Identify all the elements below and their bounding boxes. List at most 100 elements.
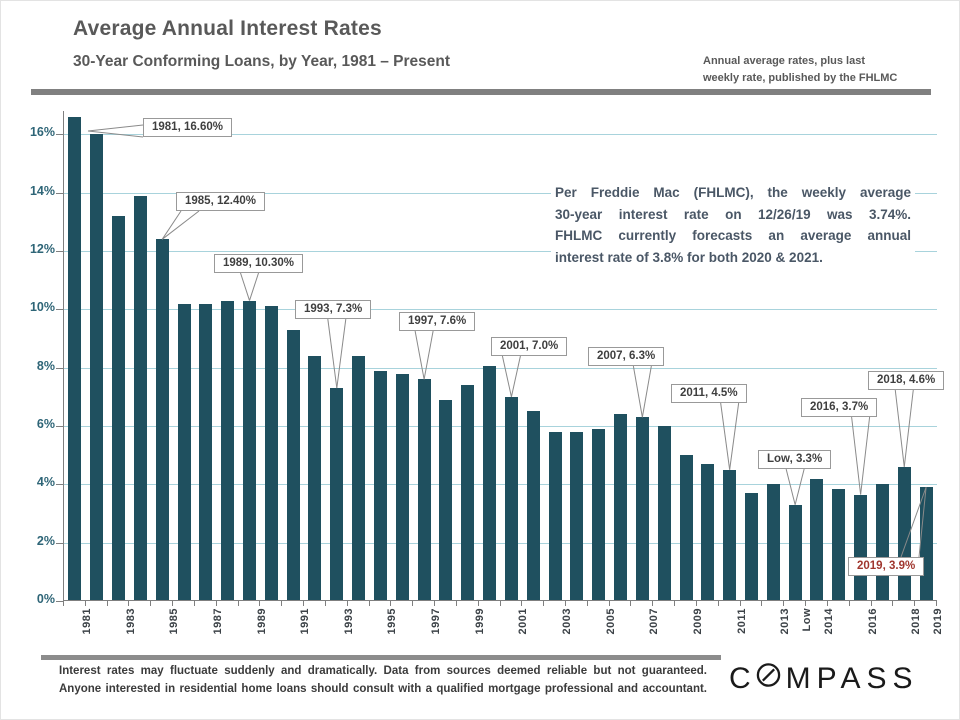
x-axis-tick xyxy=(412,601,414,606)
gridline xyxy=(64,367,937,369)
x-axis-tick xyxy=(390,601,392,606)
x-axis-tick xyxy=(477,601,479,606)
x-axis-tick xyxy=(914,601,916,606)
bar-1991 xyxy=(286,329,300,600)
gridline xyxy=(64,192,937,194)
page-subtitle: 30-Year Conforming Loans, by Year, 1981 … xyxy=(73,53,451,70)
bar-2000 xyxy=(483,366,497,600)
compass-logo-text-mpass: MPASS xyxy=(785,661,919,695)
x-axis-label: 1993 xyxy=(342,608,355,635)
annotation-line: Per Freddie Mac (FHLMC), the weekly aver… xyxy=(555,185,911,200)
x-axis-tick xyxy=(739,601,741,606)
bar-1983 xyxy=(112,216,126,600)
gridline xyxy=(64,484,937,486)
x-axis-tick xyxy=(674,601,676,606)
x-axis-tick xyxy=(630,601,632,606)
annotation-line: interest rate of 3.8% for both 2020 & 20… xyxy=(555,249,823,265)
y-axis-label: 14% xyxy=(29,183,55,198)
gridline xyxy=(64,542,937,544)
header-note-line1: Annual average rates, plus last xyxy=(703,55,866,67)
x-axis-tick xyxy=(215,601,217,606)
bar-2018 xyxy=(897,466,911,600)
x-axis-tick xyxy=(826,601,828,606)
gridline xyxy=(64,309,937,311)
x-axis-tick xyxy=(106,601,108,606)
bar-1989 xyxy=(243,300,256,600)
x-axis-tick xyxy=(695,601,697,606)
x-axis-label: 2007 xyxy=(648,608,661,635)
bar-Low xyxy=(788,504,802,600)
x-axis-label: 2003 xyxy=(561,608,574,635)
bar-1993 xyxy=(330,388,344,600)
x-axis-tick xyxy=(586,601,588,606)
x-axis-label: 2013 xyxy=(779,608,792,635)
x-axis-label: 1999 xyxy=(473,608,486,635)
callout-2019: 2019, 3.9% xyxy=(848,557,925,576)
x-axis-tick xyxy=(368,601,370,606)
y-axis-tick xyxy=(56,251,63,252)
bar-1996 xyxy=(395,373,409,600)
x-axis-tick xyxy=(652,601,654,606)
y-axis-label: 8% xyxy=(36,358,55,373)
x-axis-line xyxy=(63,600,937,601)
header-note: Annual average rates, plus last weekly r… xyxy=(703,53,918,86)
bar-1994 xyxy=(352,356,366,600)
gridline xyxy=(64,134,937,136)
page-title: Average Annual Interest Rates xyxy=(73,17,382,40)
gridline xyxy=(64,251,937,252)
callout-2011: 2011, 4.5% xyxy=(671,384,747,403)
y-axis-tick xyxy=(56,542,63,544)
callout-2018: 2018, 4.6% xyxy=(868,371,945,390)
bar-2017 xyxy=(875,484,889,600)
y-axis-label: 4% xyxy=(36,475,55,490)
x-axis-label: 1983 xyxy=(124,608,137,635)
callout-1993: 1993, 7.3% xyxy=(295,300,372,319)
x-axis-tick xyxy=(281,601,283,606)
bar-1995 xyxy=(373,370,387,600)
callout-2016: 2016, 3.7% xyxy=(801,398,878,417)
callout-Low: Low, 3.3% xyxy=(758,450,832,469)
bar-2013 xyxy=(766,484,780,600)
interest-rate-bar-chart: Per Freddie Mac (FHLMC), the weekly aver… xyxy=(1,111,959,656)
bar-2004 xyxy=(570,431,584,600)
x-axis-tick xyxy=(848,601,850,606)
y-axis-label: 6% xyxy=(36,417,55,431)
x-axis-tick xyxy=(543,601,545,606)
x-axis-label: 1987 xyxy=(211,608,224,635)
x-axis-label: 1991 xyxy=(299,608,312,635)
x-axis-tick xyxy=(761,601,763,606)
bar-1997 xyxy=(417,379,431,600)
bar-2009 xyxy=(679,455,693,600)
x-axis-tick xyxy=(84,601,86,606)
y-axis-label: 12% xyxy=(29,242,55,256)
bar-1984 xyxy=(133,195,147,600)
bar-1981 xyxy=(68,116,82,600)
freddie-mac-annotation: Per Freddie Mac (FHLMC), the weekly aver… xyxy=(551,179,915,272)
annotation-line: 30-year interest rate on 12/26/19 was 3.… xyxy=(555,206,911,222)
bar-1992 xyxy=(308,356,322,600)
disclaimer-line2: Anyone interested in residential home lo… xyxy=(59,683,707,696)
x-axis-label: 2019 xyxy=(932,608,945,635)
callout-1989: 1989, 10.30% xyxy=(214,254,303,273)
x-axis-tick xyxy=(805,601,807,606)
bar-1986 xyxy=(177,303,191,600)
disclaimer: Interest rates may fluctuate suddenly an… xyxy=(59,662,707,699)
bar-2006 xyxy=(614,414,628,600)
y-axis-tick xyxy=(56,601,63,602)
bar-1999 xyxy=(461,385,475,600)
disclaimer-line1: Interest rates may fluctuate suddenly an… xyxy=(59,665,707,677)
x-axis-tick xyxy=(455,601,457,606)
compass-logo: C MPASS xyxy=(729,661,918,696)
x-axis-tick xyxy=(63,601,64,606)
x-axis-label: 2009 xyxy=(692,608,704,635)
bar-2007 xyxy=(635,417,649,600)
x-axis-label: 1995 xyxy=(386,608,399,635)
bar-2002 xyxy=(526,411,540,600)
y-axis-label: 2% xyxy=(36,533,55,548)
x-axis-tick xyxy=(193,601,195,606)
callout-2007: 2007, 6.3% xyxy=(588,347,665,366)
y-axis-tick xyxy=(56,426,63,427)
x-axis-label: 2014 xyxy=(822,608,835,635)
compass-o-icon xyxy=(755,661,782,696)
y-axis-label: 16% xyxy=(29,125,55,140)
